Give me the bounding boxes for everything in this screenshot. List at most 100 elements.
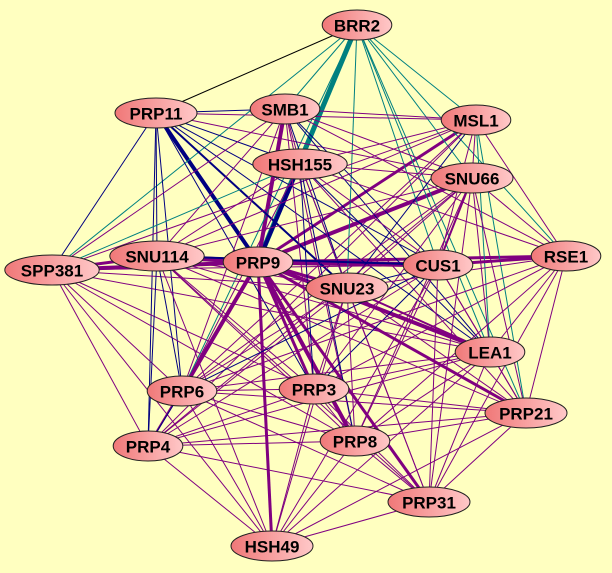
edge-snu66-prp21 [471, 177, 527, 414]
edge-prp9-hsh155 [256, 163, 302, 263]
node-shape[interactable] [530, 240, 602, 272]
node-label: PRP6 [160, 383, 204, 402]
edge-snu66-snu114 [156, 177, 473, 257]
edge-snu114-lea1 [156, 255, 491, 353]
edge-hsh155-prp21 [299, 163, 527, 414]
edge-prp6-prp21 [181, 390, 527, 414]
edge-prp9-msl1 [257, 118, 477, 264]
edge-snu23-prp6 [181, 287, 348, 392]
edge-smb1-lea1 [284, 108, 491, 353]
node-msl1[interactable]: MSL1 [440, 104, 512, 136]
edge-snu23-prp31 [346, 287, 430, 503]
node-smb1[interactable]: SMB1 [249, 93, 321, 125]
edge-spp381-prp8 [51, 269, 356, 442]
edge-prp9-prp21 [257, 260, 527, 415]
edge-snu66-lea1 [471, 177, 491, 353]
node-label: CUS1 [415, 257, 460, 276]
edge-smb1-snu114 [156, 108, 286, 257]
node-label: PRP31 [402, 494, 456, 513]
node-rse1[interactable]: RSE1 [530, 240, 602, 272]
node-label: LEA1 [468, 344, 511, 363]
node-prp6[interactable]: PRP6 [146, 375, 218, 407]
node-label: SNU23 [320, 280, 375, 299]
node-shape[interactable] [278, 373, 350, 405]
edge-hsh155-cus1 [299, 163, 439, 266]
edge-msl1-spp381 [51, 119, 477, 271]
node-cus1[interactable]: CUS1 [402, 249, 474, 281]
node-shape[interactable] [321, 9, 393, 41]
edge-lea1-prp6 [181, 351, 491, 392]
node-shape[interactable] [484, 397, 568, 429]
edge-hsh155-prp3 [299, 163, 315, 390]
node-lea1[interactable]: LEA1 [454, 336, 526, 368]
edge-snu23-prp4 [147, 287, 348, 447]
edge-cus1-prp3 [313, 264, 439, 390]
node-shape[interactable] [430, 162, 514, 194]
edge-msl1-snu23 [346, 119, 477, 289]
node-shape[interactable] [319, 425, 391, 457]
edge-brr2-prp11 [155, 24, 358, 114]
node-shape[interactable] [4, 254, 100, 286]
edge-msl1-lea1 [475, 119, 491, 353]
node-shape[interactable] [222, 246, 294, 278]
edge-prp9-prp11 [154, 111, 260, 264]
edge-prp4-prp31 [147, 445, 430, 503]
node-label: SNU66 [445, 170, 500, 189]
node-label: PRP3 [292, 381, 336, 400]
edge-rse1-prp21 [525, 255, 567, 414]
node-snu114[interactable]: SNU114 [109, 240, 205, 272]
edge-prp21-prp31 [428, 412, 527, 503]
node-shape[interactable] [249, 93, 321, 125]
node-shape[interactable] [402, 249, 474, 281]
node-prp3[interactable]: PRP3 [278, 373, 350, 405]
edge-prp11-snu114 [155, 112, 158, 257]
node-label: HSH155 [268, 156, 332, 175]
node-shape[interactable] [112, 430, 184, 462]
node-hsh49[interactable]: HSH49 [230, 530, 314, 562]
node-hsh155[interactable]: HSH155 [252, 148, 348, 180]
node-shape[interactable] [114, 97, 198, 129]
edge-cus1-prp4 [147, 264, 439, 447]
edge-snu114-prp6 [156, 255, 183, 392]
node-shape[interactable] [146, 375, 218, 407]
node-prp8[interactable]: PRP8 [319, 425, 391, 457]
edge-spp381-hsh155 [51, 163, 301, 271]
edge-spp381-smb1 [51, 108, 286, 271]
node-shape[interactable] [440, 104, 512, 136]
edge-prp9-smb1 [256, 108, 287, 263]
node-snu66[interactable]: SNU66 [430, 162, 514, 194]
edge-prp4-hsh49 [147, 445, 273, 547]
node-label: MSL1 [453, 112, 498, 131]
edge-snu23-prp3 [313, 287, 348, 390]
edge-snu23-hsh49 [271, 287, 348, 547]
edge-rse1-lea1 [489, 255, 567, 353]
edge-msl1-prp6 [181, 119, 477, 392]
node-prp31[interactable]: PRP31 [387, 486, 471, 518]
node-shape[interactable] [252, 148, 348, 180]
node-prp4[interactable]: PRP4 [112, 430, 184, 462]
edge-hsh155-snu114 [156, 163, 301, 257]
edge-prp11-snu66 [155, 112, 473, 179]
edge-prp6-hsh49 [181, 390, 273, 547]
node-shape[interactable] [454, 336, 526, 368]
node-shape[interactable] [387, 486, 471, 518]
node-prp11[interactable]: PRP11 [114, 97, 198, 129]
node-label: PRP21 [499, 405, 553, 424]
edge-snu66-snu23 [346, 177, 473, 289]
node-shape[interactable] [109, 240, 205, 272]
edge-spp381-hsh49 [51, 269, 273, 547]
edge-spp381-lea1 [51, 269, 491, 353]
node-snu23[interactable]: SNU23 [305, 272, 389, 304]
edge-brr2-msl1 [356, 24, 477, 121]
edge-brr2-hsh155 [298, 24, 359, 165]
node-brr2[interactable]: BRR2 [321, 9, 393, 41]
edge-snu23-prp21 [346, 287, 527, 414]
node-prp21[interactable]: PRP21 [484, 397, 568, 429]
node-spp381[interactable]: SPP381 [4, 254, 100, 286]
node-shape[interactable] [305, 272, 389, 304]
node-shape[interactable] [230, 530, 314, 562]
edge-cus1-prp8 [354, 264, 439, 442]
edge-snu66-prp3 [313, 177, 473, 390]
node-prp9[interactable]: PRP9 [222, 246, 294, 278]
